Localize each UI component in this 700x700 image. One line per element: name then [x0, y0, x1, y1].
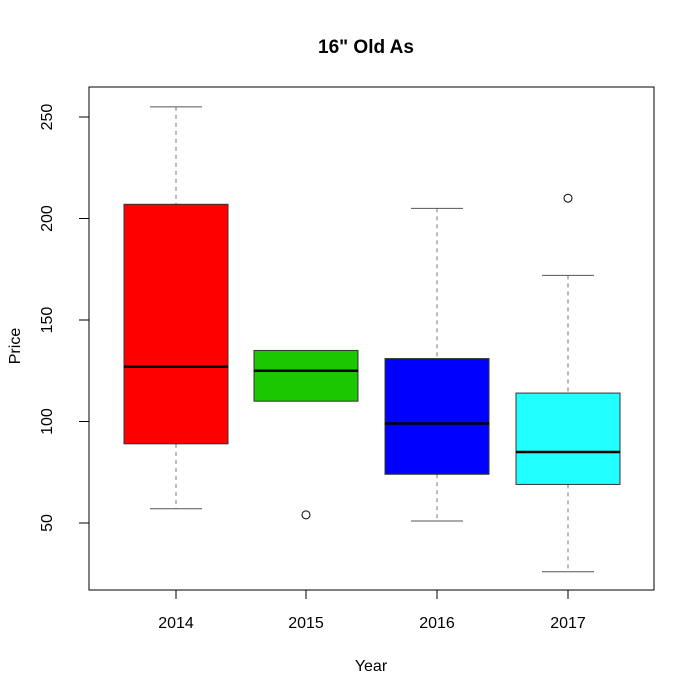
y-tick-label: 250 — [39, 104, 56, 131]
x-tick-label: 2017 — [550, 615, 586, 632]
y-axis: 50 100 150 200 250 — [39, 104, 89, 532]
y-tick-label: 100 — [39, 408, 56, 435]
box-2017 — [515, 193, 621, 573]
x-tick-label: 2016 — [419, 615, 455, 632]
box-2015 — [253, 349, 359, 520]
box-2014 — [123, 106, 229, 510]
x-tick-label: 2015 — [288, 615, 324, 632]
outlier-point — [301, 510, 311, 520]
y-axis-label: Price — [7, 328, 24, 365]
y-tick-label: 200 — [39, 205, 56, 232]
plot-frame — [88, 86, 655, 591]
outlier-point — [563, 193, 573, 203]
chart-title: 16" Old As — [318, 37, 414, 58]
y-tick-label: 150 — [39, 307, 56, 334]
x-axis-label: Year — [355, 658, 388, 675]
y-tick-label: 50 — [39, 514, 56, 532]
boxes — [123, 106, 621, 573]
x-axis: 2014 2015 2016 2017 — [158, 590, 586, 632]
box-2016 — [384, 207, 490, 522]
x-tick-label: 2014 — [158, 615, 194, 632]
